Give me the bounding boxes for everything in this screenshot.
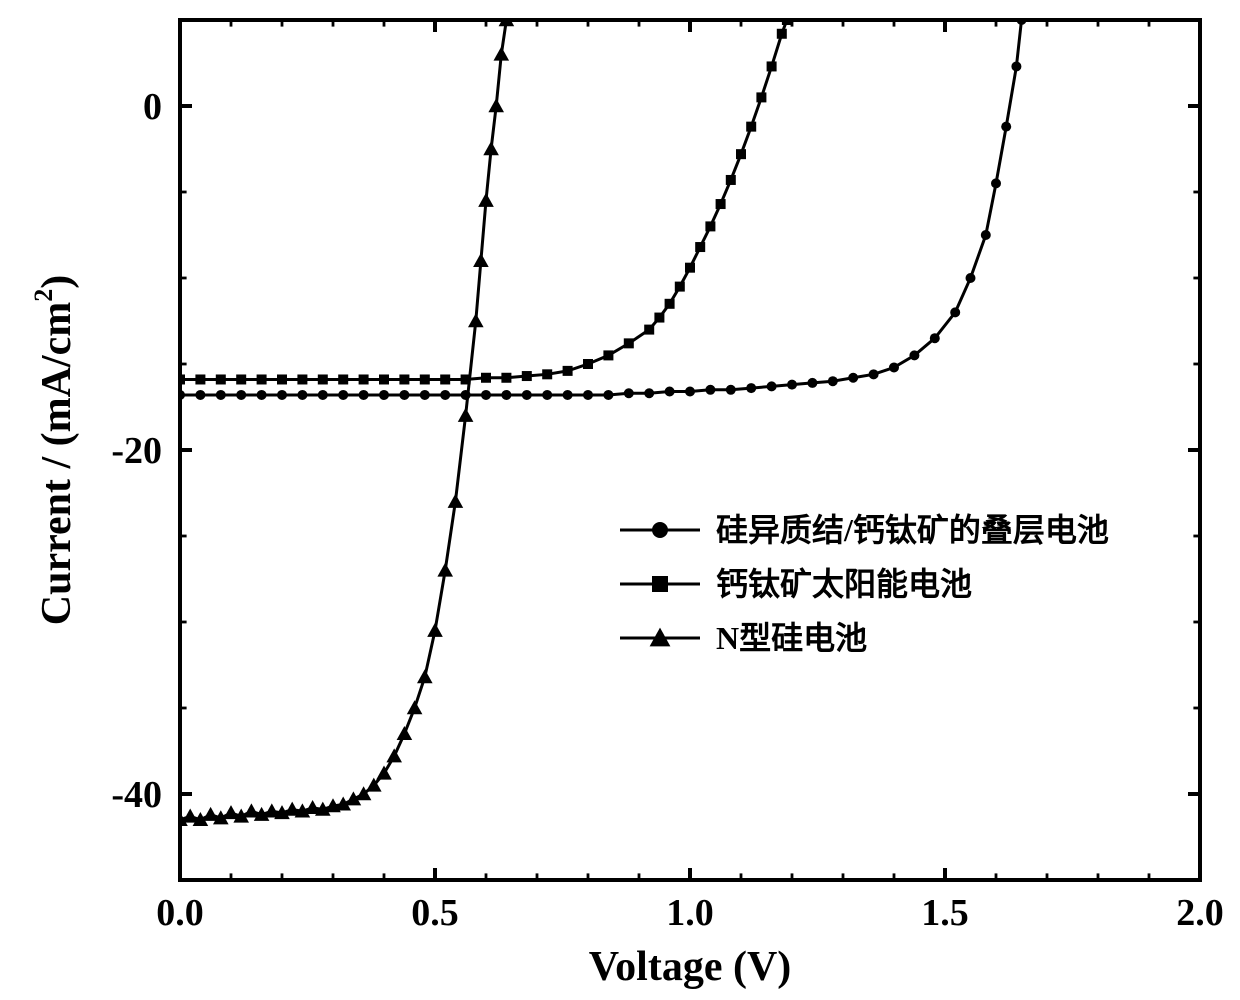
svg-text:Current / (mA/cm2): Current / (mA/cm2)	[29, 275, 80, 626]
svg-text:-20: -20	[111, 430, 162, 472]
svg-text:0.0: 0.0	[156, 892, 204, 934]
svg-text:钙钛矿太阳能电池: 钙钛矿太阳能电池	[716, 566, 972, 602]
svg-text:硅异质结/钙钛矿的叠层电池: 硅异质结/钙钛矿的叠层电池	[716, 512, 1109, 548]
svg-text:Voltage (V): Voltage (V)	[589, 944, 792, 990]
svg-text:-40: -40	[111, 774, 162, 816]
svg-text:1.0: 1.0	[666, 892, 714, 934]
svg-text:0: 0	[143, 86, 162, 128]
iv-curve-chart: 0.0 0.5 1.0 1.5 2.0 -40 -20 0 Voltage (V) Current…	[0, 0, 1240, 1000]
svg-text:1.5: 1.5	[921, 892, 969, 934]
svg-text:0.5: 0.5	[411, 892, 459, 934]
chart-container: 0.0 0.5 1.0 1.5 2.0 -40 -20 0 Voltage (V) Current…	[0, 0, 1240, 1000]
svg-text:2.0: 2.0	[1176, 892, 1224, 934]
svg-text:N型硅电池: N型硅电池	[716, 620, 867, 656]
